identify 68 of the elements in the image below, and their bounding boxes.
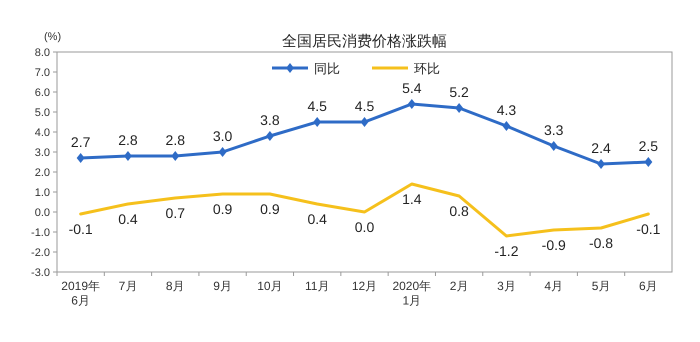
data-label: 2.7 (70, 134, 91, 150)
point (171, 151, 180, 161)
x-tick-label: 4月 (544, 279, 564, 293)
data-label: -0.8 (588, 235, 614, 251)
point (76, 153, 85, 163)
x-tick-label: 6月 (639, 279, 658, 293)
x-tick-label: 11月 (304, 279, 330, 293)
data-label: 2.5 (638, 138, 658, 154)
x-tick-label: 3月 (497, 279, 516, 293)
y-tick-label: 6.0 (34, 87, 50, 99)
data-label: -0.1 (636, 221, 661, 237)
data-label: 4.5 (354, 98, 374, 114)
point (550, 141, 558, 151)
x-tick-label: 9月 (213, 279, 232, 293)
point (597, 159, 606, 169)
y-tick-label: -3.0 (31, 267, 50, 279)
point (408, 99, 416, 109)
y-tick-label: 3.0 (34, 147, 50, 159)
data-label: 0.4 (118, 211, 138, 227)
data-label: 3.8 (260, 112, 280, 128)
data-label: -0.1 (68, 221, 93, 237)
data-label: 0.0 (354, 219, 374, 235)
point (313, 117, 322, 127)
point (455, 103, 464, 113)
legend-label: 同比 (314, 61, 340, 76)
point (360, 117, 368, 127)
chart-title: 全国居民消费价格涨跌幅 (282, 33, 447, 50)
point (502, 121, 510, 131)
data-label: 0.9 (260, 201, 280, 217)
legend-label: 环比 (414, 61, 440, 76)
data-label: 0.9 (212, 201, 233, 217)
data-label: -1.2 (494, 243, 519, 259)
point (266, 131, 274, 141)
data-label: 0.4 (307, 211, 328, 227)
y-tick-label: 5.0 (34, 107, 50, 119)
x-tick-label: 8月 (166, 279, 185, 293)
x-tick-label: 5月 (592, 279, 610, 293)
point (644, 157, 652, 167)
data-label: 2.8 (166, 132, 186, 148)
x-tick-label: 2019年 6月 (61, 279, 100, 308)
data-label: 5.2 (449, 84, 470, 100)
data-label: 0.8 (449, 203, 470, 219)
x-tick-label: 7月 (118, 279, 138, 293)
y-axis-title: (%) (44, 31, 62, 43)
x-tick-label: 2月 (450, 279, 468, 293)
y-tick-label: 0.0 (34, 207, 50, 219)
x-tick-label: 10月 (257, 279, 283, 293)
data-label: 4.5 (307, 98, 328, 114)
data-label: -0.9 (542, 237, 566, 253)
data-label: 2.4 (591, 140, 611, 156)
point (218, 147, 227, 157)
data-label: 4.3 (496, 102, 516, 118)
data-label: 3.0 (212, 128, 233, 144)
y-tick-label: 4.0 (34, 127, 50, 139)
y-tick-label: 2.0 (34, 167, 50, 179)
point (124, 151, 132, 161)
x-tick-label: 12月 (352, 279, 378, 293)
y-tick-label: -1.0 (31, 227, 50, 239)
data-label: 2.8 (118, 132, 138, 148)
y-tick-label: 1.0 (34, 187, 50, 199)
data-label: 0.7 (166, 205, 186, 221)
y-tick-label: 8.0 (34, 47, 50, 59)
x-tick-label: 2020年 1月 (392, 279, 432, 308)
y-tick-label: 7.0 (34, 67, 50, 79)
y-tick-label: -2.0 (31, 247, 50, 259)
data-label: 5.4 (402, 80, 422, 96)
data-label: 3.3 (544, 122, 564, 138)
data-label: 1.4 (402, 191, 422, 207)
